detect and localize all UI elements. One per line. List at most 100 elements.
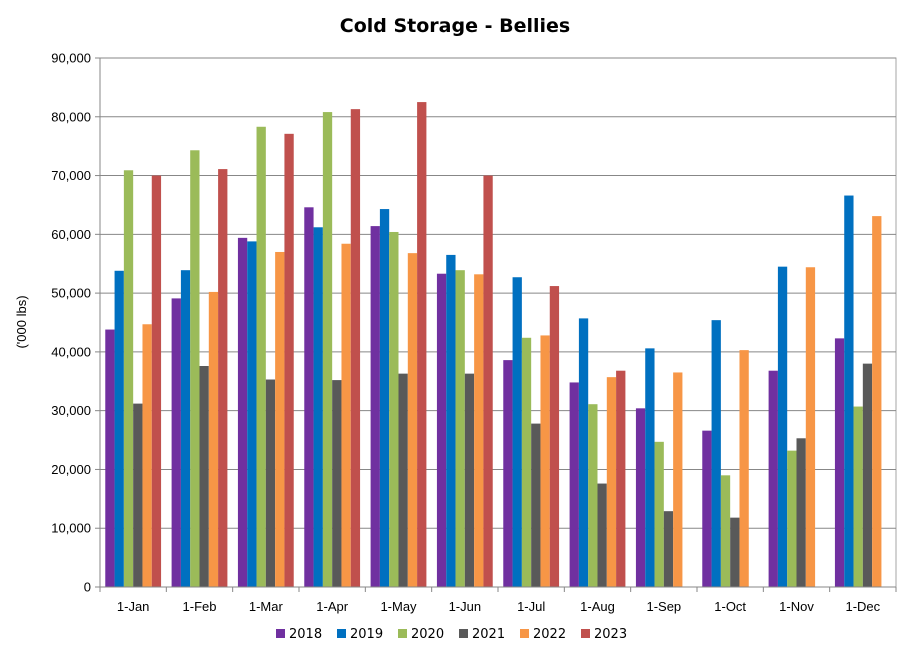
legend-label: 2019 — [350, 627, 383, 642]
bar-2018-1-Oct — [702, 430, 712, 587]
bar-2020-1-Mar — [256, 126, 266, 588]
bar-2019-1-Jun — [446, 254, 456, 587]
x-tick-label: 1-Sep — [646, 599, 681, 614]
bar-2023-1-May — [417, 102, 427, 587]
y-tick-label: 20,000 — [51, 462, 91, 477]
bar-2020-1-Jan — [123, 170, 134, 587]
legend: 2018 2019 2020 2021 2022 2023 — [276, 627, 627, 642]
x-tick-label: 1-Apr — [316, 599, 348, 614]
bar-2023-1-Jan — [151, 175, 162, 587]
legend-swatch — [337, 629, 346, 638]
bar-2022-1-Sep — [673, 372, 683, 587]
bar-2018-1-May — [370, 226, 380, 587]
y-axis-label: ('000 lbs) — [14, 295, 29, 348]
bar-2019-1-Dec — [844, 195, 854, 588]
bar-2019-1-Aug — [578, 318, 589, 587]
bar-2022-1-Nov — [805, 267, 816, 587]
x-tick-label: 1-Oct — [714, 599, 746, 614]
gridlines — [100, 57, 896, 529]
plot-area — [99, 57, 897, 588]
bar-2021-1-May — [398, 373, 408, 587]
bars — [105, 102, 882, 588]
bar-2022-1-Jan — [142, 324, 152, 587]
bar-2018-1-Feb — [171, 298, 181, 587]
bar-2021-1-Aug — [597, 483, 607, 587]
bar-2020-1-Dec — [853, 406, 863, 587]
legend-swatch — [581, 629, 590, 638]
bar-2020-1-Nov — [787, 450, 797, 587]
bar-2020-1-May — [389, 231, 399, 588]
x-tick-label: 1-May — [380, 599, 417, 614]
bar-2019-1-Mar — [247, 241, 257, 587]
x-tick-label: 1-Mar — [249, 599, 284, 614]
bar-2018-1-Mar — [237, 237, 248, 588]
bar-2021-1-Nov — [796, 438, 806, 587]
bar-2020-1-Jul — [521, 337, 532, 587]
y-tick-label: 70,000 — [51, 168, 91, 183]
bar-2022-1-Jul — [540, 335, 550, 587]
bar-2021-1-Jan — [133, 403, 143, 587]
bar-2019-1-Jul — [512, 277, 522, 587]
y-axis-ticks: 0 10,000 20,000 30,000 40,000 50,000 60,000 70,… — [51, 51, 100, 595]
y-tick-label: 10,000 — [51, 521, 91, 536]
legend-item-2021: 2021 — [459, 627, 505, 642]
y-tick-label: 60,000 — [51, 227, 91, 242]
legend-label: 2021 — [472, 627, 505, 642]
bar-2021-1-Dec — [862, 363, 873, 587]
bar-2022-1-Aug — [606, 377, 617, 587]
bar-2023-1-Jul — [549, 286, 560, 587]
legend-label: 2023 — [594, 627, 627, 642]
legend-item-2020: 2020 — [398, 627, 444, 642]
x-tick-label: 1-Jun — [449, 599, 482, 614]
y-tick-label: 0 — [84, 580, 91, 595]
bar-2018-1-Dec — [834, 338, 845, 587]
bar-2019-1-Sep — [645, 348, 655, 587]
legend-item-2019: 2019 — [337, 627, 383, 642]
bar-2020-1-Aug — [588, 404, 598, 587]
y-tick-label: 30,000 — [51, 403, 91, 418]
bar-2020-1-Apr — [322, 112, 333, 587]
legend-item-2022: 2022 — [520, 627, 566, 642]
bar-2018-1-Jun — [436, 273, 447, 587]
legend-swatch — [398, 629, 407, 638]
bar-2020-1-Feb — [190, 150, 200, 587]
bar-2018-1-Nov — [768, 370, 778, 587]
bar-2019-1-Oct — [711, 320, 721, 587]
x-tick-label: 1-Jan — [117, 599, 150, 614]
legend-item-2018: 2018 — [276, 627, 322, 642]
bar-2023-1-Feb — [218, 169, 228, 587]
bar-2022-1-Apr — [341, 243, 351, 588]
bar-2020-1-Jun — [455, 270, 465, 587]
x-tick-label: 1-Aug — [580, 599, 615, 614]
bar-2021-1-Oct — [730, 517, 740, 587]
plot-border — [99, 57, 897, 588]
x-axis-ticks: 1-Jan 1-Feb 1-Mar 1-Apr 1-May 1-Jun 1-Jul 1-Aug… — [99, 587, 897, 614]
legend-swatch — [520, 629, 529, 638]
y-tick-label: 50,000 — [51, 286, 91, 301]
bar-2023-1-Apr — [350, 109, 361, 587]
bar-2021-1-Feb — [199, 366, 209, 587]
y-tick-label: 90,000 — [51, 51, 91, 66]
legend-swatch — [276, 629, 285, 638]
legend-label: 2022 — [533, 627, 566, 642]
legend-label: 2018 — [289, 627, 322, 642]
bar-2021-1-Sep — [663, 511, 674, 587]
bar-2020-1-Oct — [720, 475, 731, 587]
bar-2019-1-Jan — [114, 270, 124, 587]
bar-2023-1-Aug — [616, 370, 626, 587]
bar-2018-1-Sep — [635, 408, 646, 587]
legend-swatch — [459, 629, 468, 638]
y-tick-label: 80,000 — [51, 109, 91, 124]
bar-2021-1-Jun — [464, 373, 475, 587]
bar-2023-1-Mar — [284, 133, 294, 587]
legend-label: 2020 — [411, 627, 444, 642]
bar-2019-1-May — [379, 209, 390, 587]
bar-2021-1-Mar — [265, 379, 276, 587]
bar-2022-1-May — [407, 253, 418, 587]
bar-2020-1-Sep — [654, 441, 664, 587]
bar-2023-1-Jun — [483, 175, 493, 587]
bar-2022-1-Oct — [739, 350, 749, 587]
bar-2018-1-Jul — [503, 360, 513, 587]
y-tick-label: 40,000 — [51, 344, 91, 359]
